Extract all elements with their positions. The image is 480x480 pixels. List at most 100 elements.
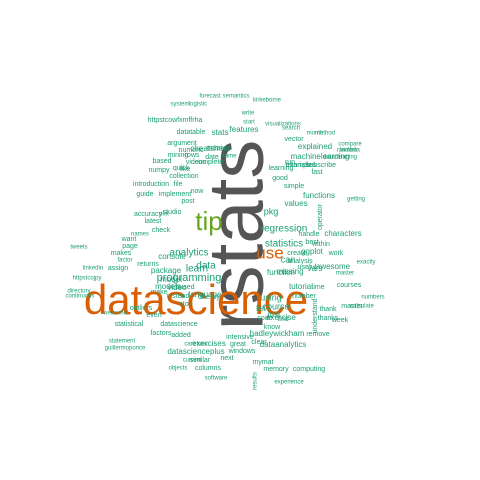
word-examples: examples: [286, 162, 316, 169]
word-make: make: [150, 289, 167, 296]
word-using: using: [260, 292, 282, 302]
word-course: course: [262, 301, 289, 311]
word-tip: tip: [195, 206, 222, 236]
word-added: added: [171, 332, 191, 339]
word-httpstcowfxmffrha: httpstcowfxmffrha: [148, 117, 203, 124]
word-visualizations: visualizations: [265, 122, 301, 128]
word-mymat: mymat: [253, 359, 274, 366]
word-best: best: [305, 239, 318, 246]
word-guillermoponce: guillermoponce: [105, 346, 146, 352]
word-factor: factor: [117, 258, 132, 264]
word-based: based: [152, 158, 171, 165]
word-subscribe: subscribe: [306, 162, 336, 169]
word-linkedin: linkedin: [83, 266, 103, 272]
word-features: features: [230, 125, 259, 134]
word-calculate: calculate: [350, 304, 374, 310]
word-missing: missing: [276, 267, 303, 276]
word-file: file: [174, 181, 183, 188]
word-method: method: [315, 131, 335, 137]
word-windows: windows: [228, 348, 256, 355]
word-guide: guide: [136, 191, 153, 198]
word-handle: handle: [298, 231, 319, 238]
word-kirkeborne: kirkeborne: [253, 98, 282, 104]
word-makes: makes: [111, 250, 132, 257]
word-studio: studio: [163, 209, 182, 216]
word-like: like: [180, 166, 191, 173]
word-try: try: [212, 294, 220, 301]
word-used: used: [179, 284, 194, 291]
word-useful: useful: [298, 264, 317, 271]
word-just: just: [267, 310, 281, 319]
word-understand: understand: [312, 298, 319, 333]
word-data: data: [196, 261, 216, 272]
word-numpy: numpy: [148, 167, 170, 174]
word-intensive: intensive: [226, 334, 254, 341]
word-model: model: [160, 275, 182, 284]
word-video: video: [167, 283, 187, 292]
word-argument: argument: [167, 140, 197, 147]
word-cheatsheet: cheatsheet: [190, 144, 230, 153]
word-operator: operator: [317, 203, 324, 230]
word-latest: latest: [145, 218, 162, 225]
word-compare: compare: [338, 142, 362, 148]
word-stats: stats: [212, 128, 229, 137]
word-experience: experience: [274, 380, 304, 386]
word-name: name: [221, 154, 237, 160]
word-rows: rows: [185, 152, 200, 159]
word-implement: implement: [159, 191, 191, 198]
word-outliers: outliers: [130, 305, 153, 312]
word-console: console: [158, 252, 186, 261]
word-next: next: [220, 355, 233, 362]
word-datascience: datascience: [160, 321, 197, 328]
word-plot: plot: [159, 212, 169, 218]
word-welcome: welcome: [102, 311, 127, 317]
word-getting: getting: [347, 197, 365, 203]
word-computing: computing: [293, 366, 325, 373]
word-software: software: [205, 376, 228, 382]
word-accuracy: accuracy: [134, 211, 163, 218]
word-tutorial: tutorial: [289, 282, 313, 291]
word-now: now: [191, 188, 205, 195]
word-numeric: numeric: [179, 147, 204, 154]
word-courses: courses: [337, 282, 362, 289]
word-semantics: semantics: [222, 94, 249, 100]
word-exercise: exercise: [266, 313, 296, 322]
word-language: language: [189, 290, 222, 299]
word-statement: statement: [109, 339, 136, 345]
word-create: create: [287, 250, 307, 257]
word-complete: complete: [195, 159, 224, 166]
word-introduction: introduction: [133, 181, 169, 188]
word-datatable: datatable: [177, 129, 206, 136]
word-find: find: [277, 316, 288, 323]
word-work: work: [328, 250, 344, 257]
word-regression: regression: [261, 224, 308, 235]
word-learning: learning: [269, 165, 294, 172]
word-characters: characters: [324, 229, 361, 238]
word-analytics: analytics: [170, 248, 209, 259]
word-machinelearning: machinelearning: [291, 152, 350, 161]
word-thank: thank: [319, 306, 337, 313]
word-hadleywickham: hadleywickham: [250, 329, 305, 338]
word-datacleaning: datacleaning: [323, 155, 357, 161]
word-models: models: [155, 282, 181, 291]
word-good: good: [272, 175, 288, 182]
word-page: page: [122, 243, 138, 250]
word-can: can: [281, 254, 296, 264]
word-cant: cant: [184, 342, 196, 348]
word-continuous: continuous: [65, 294, 94, 300]
word-values: values: [284, 199, 307, 208]
word-videos: videos: [186, 159, 207, 166]
word-within: within: [311, 241, 330, 248]
word-system: system: [170, 102, 189, 108]
word-fast: fast: [311, 169, 322, 176]
word-master: master: [336, 271, 354, 277]
word-function: function: [267, 268, 295, 277]
word-tweets: tweets: [70, 245, 87, 251]
word-master: master: [341, 303, 363, 310]
word-great: great: [230, 341, 246, 348]
word-current: current: [183, 358, 202, 364]
word-run: run: [285, 159, 295, 166]
word-numbers: numbers: [361, 295, 384, 301]
word-httpstcojpy: httpstcojpy: [73, 276, 102, 282]
